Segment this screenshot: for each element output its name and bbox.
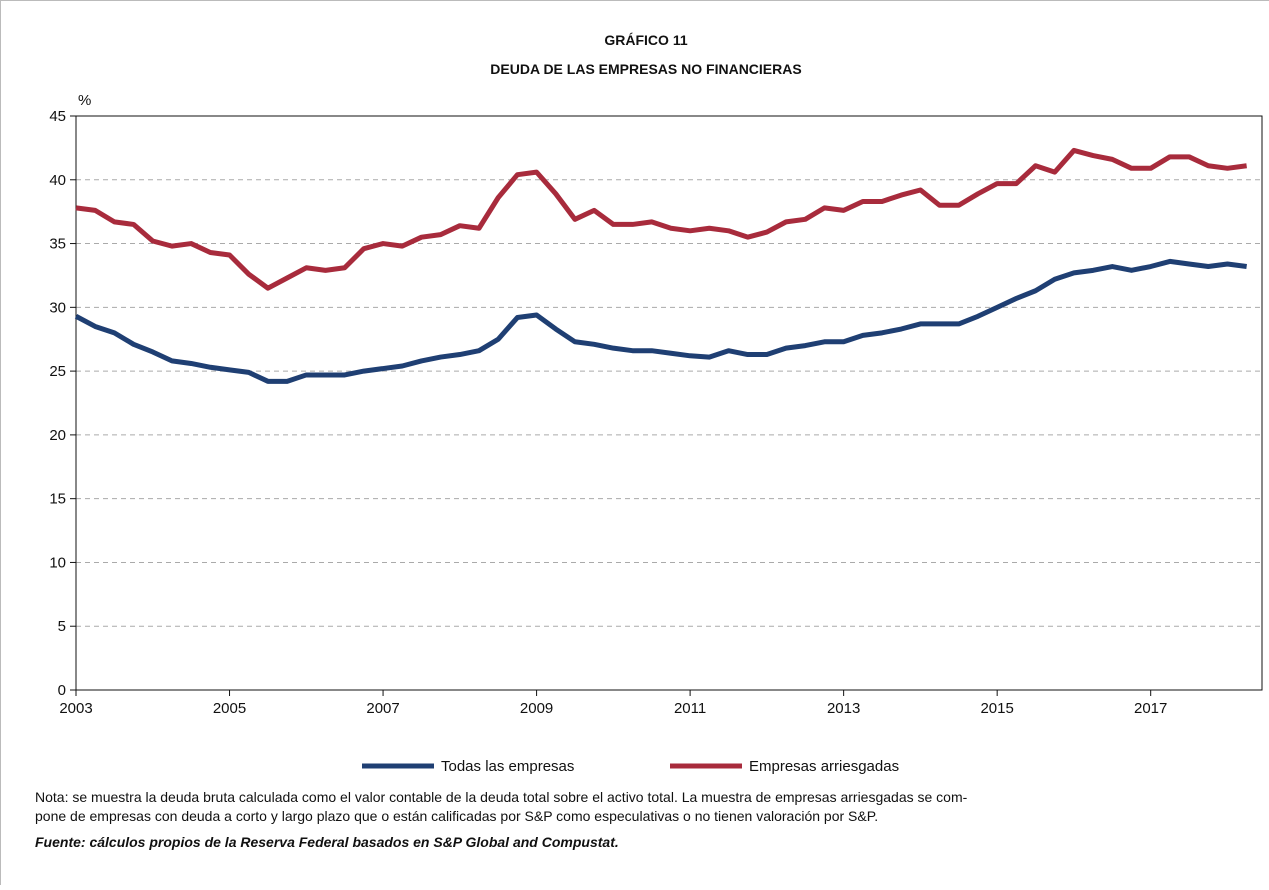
x-tick-label: 2011 [674, 700, 706, 717]
x-tick-label: 2005 [213, 700, 246, 717]
y-tick-label: 0 [58, 682, 66, 699]
plot-frame [76, 116, 1262, 690]
source: Fuente: cálculos propios de la Reserva F… [35, 834, 619, 850]
chart-title: GRÁFICO 11 [604, 32, 687, 48]
y-tick-label: 15 [49, 491, 66, 508]
note: pone de empresas con deuda a corto y lar… [35, 808, 878, 824]
x-tick-label: 2009 [520, 700, 553, 717]
y-tick-label: 10 [49, 554, 66, 571]
y-tick-label: 45 [49, 108, 66, 125]
series-line [76, 261, 1247, 381]
x-tick-label: 2015 [980, 700, 1013, 717]
y-axis-label: % [78, 92, 91, 109]
x-tick-label: 2017 [1134, 700, 1167, 717]
x-tick-label: 2003 [59, 700, 92, 717]
y-tick-label: 25 [49, 363, 66, 380]
series-line [76, 150, 1247, 288]
legend-label: Todas las empresas [441, 758, 574, 775]
x-tick-label: 2007 [366, 700, 399, 717]
y-tick-label: 40 [49, 172, 66, 189]
note: Nota: se muestra la deuda bruta calculad… [35, 789, 968, 805]
y-tick-label: 5 [58, 618, 66, 635]
y-tick-label: 20 [49, 427, 66, 444]
y-tick-label: 35 [49, 236, 66, 253]
legend-label: Empresas arriesgadas [749, 758, 899, 775]
y-tick-label: 30 [49, 299, 66, 316]
x-tick-label: 2013 [827, 700, 860, 717]
chart-subtitle: DEUDA DE LAS EMPRESAS NO FINANCIERAS [490, 61, 801, 77]
